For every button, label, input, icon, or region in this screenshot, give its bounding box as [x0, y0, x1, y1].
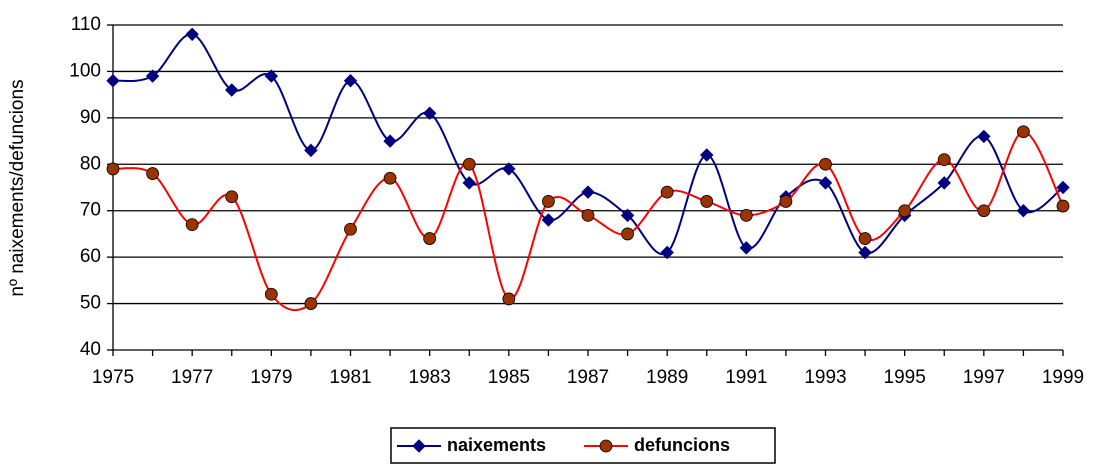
marker [106, 74, 120, 88]
marker [462, 157, 476, 171]
marker [581, 208, 595, 222]
y-tick-label: 110 [71, 14, 101, 35]
marker [621, 227, 634, 241]
marker [937, 153, 951, 167]
marker [304, 297, 318, 310]
marker [264, 69, 279, 83]
marker [146, 167, 159, 180]
legend-label: naixements [447, 435, 546, 455]
marker [225, 83, 239, 97]
x-tick-label: 1977 [171, 367, 213, 388]
marker [977, 129, 991, 144]
legend-label: defuncions [634, 435, 730, 455]
marker [502, 292, 516, 306]
x-tick-label: 1981 [329, 367, 371, 388]
marker [700, 148, 714, 162]
x-tick-label: 1993 [804, 367, 846, 388]
marker [779, 195, 793, 208]
marker [185, 27, 199, 41]
marker [225, 190, 239, 204]
x-tick-label: 1983 [409, 367, 451, 388]
marker [383, 171, 397, 185]
marker [660, 185, 674, 199]
y-tick-label: 60 [80, 246, 101, 267]
marker [819, 157, 832, 171]
marker [858, 232, 872, 245]
marker [145, 69, 160, 83]
marker [739, 208, 753, 222]
x-tick-label: 1985 [488, 367, 530, 388]
y-tick-label: 40 [80, 339, 101, 360]
marker [700, 195, 714, 208]
marker [423, 232, 437, 245]
marker [977, 204, 991, 218]
marker [264, 287, 278, 301]
y-axis-label: nº naixements/defuncions [7, 79, 28, 296]
x-tick-label: 1975 [92, 367, 134, 388]
marker [343, 74, 358, 88]
y-tick-label: 50 [80, 293, 101, 314]
marker [462, 176, 476, 190]
marker [542, 195, 555, 208]
marker [541, 213, 556, 227]
y-tick-label: 80 [80, 153, 101, 174]
x-tick-label: 1979 [250, 367, 292, 388]
marker [818, 176, 833, 190]
marker [1016, 204, 1031, 218]
x-tick-label: 1987 [567, 367, 609, 388]
marker [898, 204, 912, 218]
marker [937, 176, 951, 190]
marker [620, 208, 635, 223]
marker [1056, 180, 1070, 195]
x-tick-label: 1991 [725, 367, 767, 388]
marker [106, 162, 120, 176]
y-tick-label: 70 [80, 200, 101, 221]
marker [660, 245, 674, 260]
y-tick-label: 100 [69, 60, 101, 81]
marker [383, 134, 397, 148]
x-tick-label: 1999 [1042, 367, 1084, 388]
legend-box [390, 427, 776, 464]
x-tick-label: 1995 [884, 367, 926, 388]
marker [1056, 199, 1070, 213]
marker [1017, 125, 1030, 139]
marker [422, 106, 437, 120]
marker [858, 245, 872, 260]
marker [739, 241, 754, 255]
x-tick-label: 1997 [963, 367, 1005, 388]
marker [599, 439, 613, 453]
marker [185, 218, 199, 232]
marker [581, 185, 595, 199]
x-tick-label: 1989 [646, 367, 688, 388]
y-tick-label: 90 [80, 107, 101, 128]
marker [304, 143, 318, 158]
marker [344, 222, 357, 236]
marker [412, 439, 426, 453]
marker [502, 162, 516, 176]
